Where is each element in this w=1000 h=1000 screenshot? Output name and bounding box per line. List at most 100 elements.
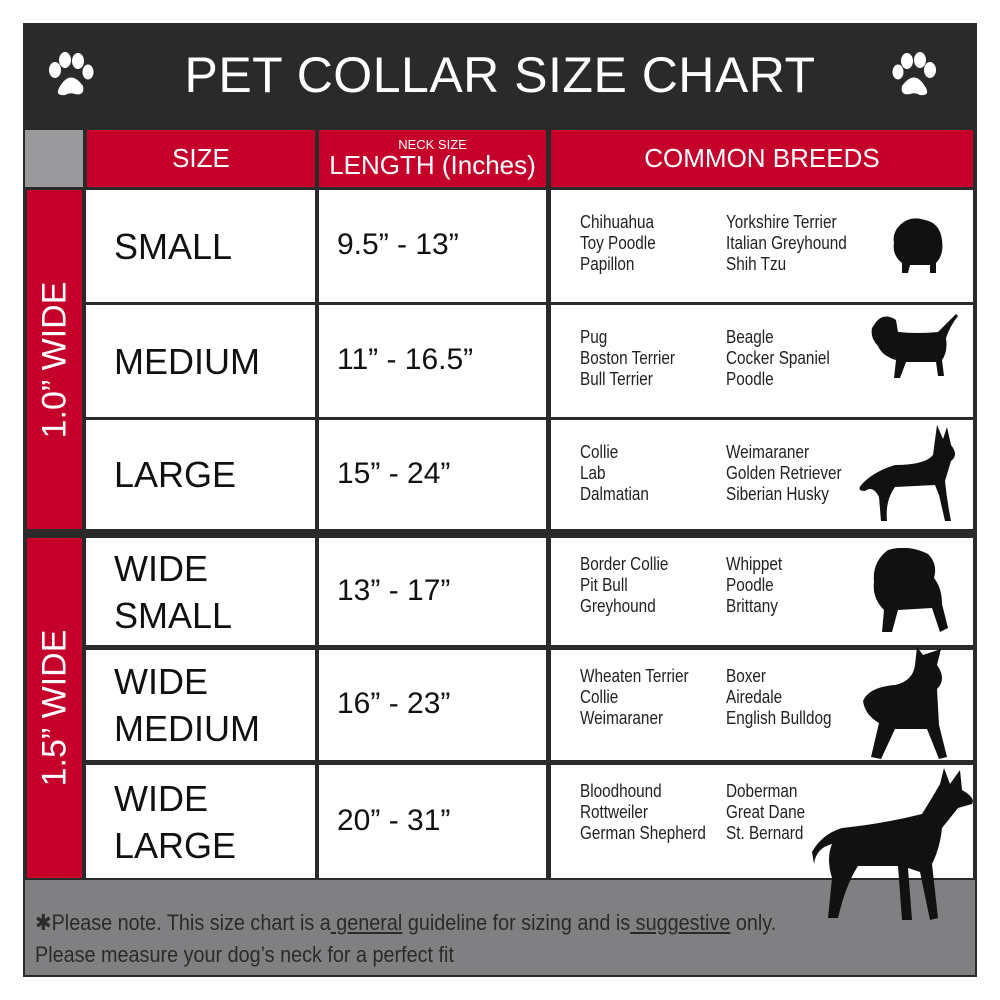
- length-value: 20” - 31”: [337, 803, 451, 837]
- doberman-icon: [812, 768, 973, 920]
- breed-name: Shih Tzu: [726, 254, 787, 274]
- size-cell: WIDE SMALL: [86, 538, 315, 645]
- pitbull-icon: [863, 647, 947, 759]
- breed-name: Beagle: [726, 327, 774, 347]
- size-cell: LARGE: [86, 420, 315, 529]
- breed-list: Whippet Poodle Brittany: [726, 554, 782, 617]
- breed-list: Beagle Cocker Spaniel Poodle: [726, 327, 830, 390]
- small-dog-icon: [893, 218, 943, 273]
- breed-name: Weimaraner: [726, 442, 810, 462]
- breed-list: Pug Boston Terrier Bull Terrier: [580, 327, 675, 390]
- breed-name: Weimaraner: [580, 708, 664, 728]
- size-label: MEDIUM: [114, 338, 260, 385]
- group-label-1-5-inch: 1.5” WIDE: [27, 538, 82, 878]
- length-value: 15” - 24”: [337, 456, 451, 490]
- header-corner: [25, 130, 83, 187]
- length-value: 11” - 16.5”: [337, 343, 474, 376]
- size-label: WIDE LARGE: [114, 775, 236, 869]
- header-length-label: LENGTH (Inches): [329, 150, 536, 180]
- breed-name: Chihuahua: [580, 212, 655, 232]
- size-label-line: LARGE: [114, 824, 237, 866]
- chart-title: PET COLLAR SIZE CHART: [23, 23, 977, 128]
- size-label-line: SMALL: [114, 225, 233, 267]
- size-cell: WIDE MEDIUM: [86, 650, 315, 760]
- breed-list: Wheaten Terrier Collie Weimaraner: [580, 666, 689, 729]
- breed-name: Pit Bull: [580, 575, 628, 595]
- breed-name: Rottweiler: [580, 802, 649, 822]
- length-value: 16” - 23”: [337, 687, 451, 720]
- length-cell: 13” - 17”: [319, 538, 546, 645]
- breed-name: Toy Poodle: [580, 233, 656, 253]
- size-label-line: WIDE: [114, 777, 208, 819]
- husky-icon: [859, 425, 955, 521]
- header-size-label: SIZE: [172, 143, 230, 173]
- group-label-text: 1.5” WIDE: [35, 629, 73, 787]
- header-length: NECK SIZE LENGTH (Inches): [319, 130, 546, 187]
- breed-list: Bloodhound Rottweiler German Shepherd: [580, 781, 706, 844]
- breed-name: Papillon: [580, 254, 635, 274]
- breed-name: Doberman: [726, 781, 798, 801]
- size-label-line: WIDE: [114, 547, 208, 589]
- breed-name: St. Bernard: [726, 823, 804, 843]
- length-value: 9.5” - 13”: [337, 228, 459, 261]
- size-cell: MEDIUM: [86, 305, 315, 417]
- breed-name: Wheaten Terrier: [580, 666, 689, 686]
- breed-name: Whippet: [726, 554, 783, 574]
- breed-name: English Bulldog: [726, 708, 832, 728]
- breed-list: Border Collie Pit Bull Greyhound: [580, 554, 668, 617]
- size-cell: SMALL: [86, 190, 315, 302]
- length-cell: 9.5” - 13”: [319, 190, 546, 302]
- breed-name: Cocker Spaniel: [726, 348, 830, 368]
- paw-icon: [49, 52, 94, 96]
- footer-note-line2: Please measure your dog’s neck for a per…: [35, 942, 454, 967]
- header-breeds: COMMON BREEDS: [551, 130, 973, 187]
- length-cell: 11” - 16.5”: [319, 305, 546, 417]
- size-cell: WIDE LARGE: [86, 765, 315, 878]
- breed-list: Chihuahua Toy Poodle Papillon: [580, 212, 656, 275]
- breed-name: Bloodhound: [580, 781, 662, 801]
- breed-name: Great Dane: [726, 802, 806, 822]
- breed-name: Boston Terrier: [580, 348, 675, 368]
- breed-name: Collie: [580, 687, 619, 707]
- header-neck-size-label: NECK SIZE: [398, 137, 467, 152]
- length-value: 13” - 17”: [337, 573, 451, 607]
- breed-name: Pug: [580, 327, 608, 347]
- breed-name: Lab: [580, 463, 606, 483]
- header-breeds-label: COMMON BREEDS: [644, 143, 880, 173]
- bulldog-icon: [873, 548, 948, 632]
- breed-name: German Shepherd: [580, 823, 706, 843]
- breed-list: Weimaraner Golden Retriever Siberian Husky: [726, 442, 842, 505]
- breed-name: Golden Retriever: [726, 463, 842, 483]
- size-label-line: MEDIUM: [114, 708, 260, 749]
- beagle-icon: [871, 314, 958, 378]
- breed-name: Boxer: [726, 666, 766, 686]
- footer-note: ✱Please note. This size chart is a gener…: [25, 880, 975, 975]
- size-label-line: MEDIUM: [114, 340, 260, 382]
- size-label-line: SMALL: [114, 594, 233, 636]
- breed-name: Greyhound: [580, 596, 656, 616]
- length-cell: 15” - 24”: [319, 420, 546, 529]
- breeds-cell: Chihuahua Toy Poodle Papillon Yorkshire Ter…: [551, 190, 973, 302]
- size-label-line: LARGE: [114, 454, 237, 495]
- size-label: SMALL: [114, 223, 232, 270]
- group-label-1-inch: 1.0” WIDE: [27, 190, 82, 529]
- breed-list: Collie Lab Dalmatian: [580, 442, 649, 505]
- breed-list: Yorkshire Terrier Italian Greyhound Shih T…: [726, 212, 847, 275]
- size-label-line: WIDE: [114, 661, 208, 702]
- breed-name: Bull Terrier: [580, 369, 653, 389]
- size-label: LARGE: [114, 451, 236, 498]
- paw-icon: [892, 52, 936, 96]
- size-label: WIDE MEDIUM: [114, 658, 260, 752]
- breed-name: Poodle: [726, 369, 774, 389]
- group-label-text: 1.0” WIDE: [35, 281, 73, 438]
- breed-name: Brittany: [726, 596, 778, 616]
- size-label: WIDE SMALL: [114, 545, 232, 639]
- breed-name: Border Collie: [580, 554, 669, 574]
- breed-name: Italian Greyhound: [726, 233, 847, 253]
- header-size: SIZE: [87, 130, 315, 187]
- breed-name: Airedale: [726, 687, 783, 707]
- breed-name: Poodle: [726, 575, 774, 595]
- breed-name: Dalmatian: [580, 484, 649, 504]
- length-cell: 16” - 23”: [319, 650, 546, 760]
- length-cell: 20” - 31”: [319, 765, 546, 878]
